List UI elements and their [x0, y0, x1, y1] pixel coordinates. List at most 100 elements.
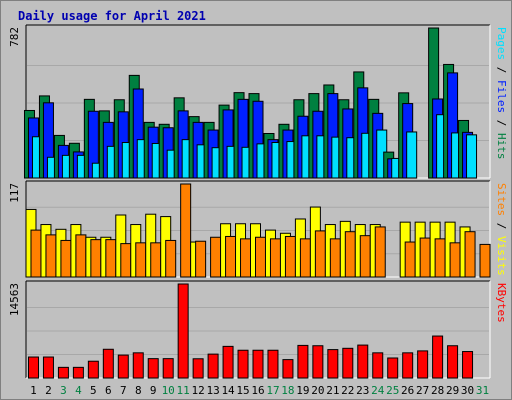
series-legend: Sites / Visits	[495, 183, 508, 276]
bar-kbytes-day-23	[357, 344, 369, 379]
bar-sites-day-10	[165, 239, 177, 278]
bar-kbytes-day-10	[162, 358, 174, 379]
day-label-20: 20	[311, 384, 324, 397]
bar-sites-day-7	[120, 243, 132, 278]
day-label-13: 13	[206, 384, 219, 397]
bar-sites-day-21	[329, 238, 341, 278]
bar-kbytes-day-9	[147, 358, 159, 379]
bar-sites-day-2	[45, 234, 57, 278]
bar-kbytes-day-30	[462, 351, 474, 379]
day-label-1: 1	[30, 384, 37, 397]
day-label-5: 5	[90, 384, 97, 397]
bar-kbytes-day-27	[417, 350, 429, 379]
legend-part: KBytes	[495, 283, 508, 323]
bar-sites-day-1	[30, 229, 42, 278]
day-label-8: 8	[135, 384, 142, 397]
bar-sites-day-22	[344, 231, 356, 278]
day-label-4: 4	[75, 384, 82, 397]
day-label-6: 6	[105, 384, 112, 397]
bar-kbytes-day-4	[72, 366, 84, 379]
bar-kbytes-day-22	[342, 347, 354, 379]
day-labels: 1 2 3 4 5 6 7 8 9 10 11 12 13 14 15 16 17 18 19 20 21 22 23 24 2…	[30, 384, 489, 397]
day-label-11: 11	[177, 384, 190, 397]
bar-kbytes-day-17	[267, 349, 279, 379]
bar-sites-day-20	[314, 230, 326, 278]
bar-kbytes-day-25	[387, 357, 399, 379]
day-label-29: 29	[446, 384, 459, 397]
bar-sites-day-12	[195, 240, 207, 278]
day-label-14: 14	[221, 384, 235, 397]
bar-sites-day-6	[105, 239, 117, 278]
day-label-31: 31	[476, 384, 489, 397]
day-label-18: 18	[281, 384, 294, 397]
bar-sites-day-4	[75, 234, 87, 278]
day-label-7: 7	[120, 384, 127, 397]
legend-part: Sites	[495, 183, 508, 216]
day-label-21: 21	[326, 384, 339, 397]
bar-sites-day-28	[434, 238, 446, 278]
series-legend: Pages / Files / Hits	[495, 27, 508, 160]
bar-sites-day-24	[374, 226, 386, 278]
bar-kbytes-day-24	[372, 352, 384, 379]
bar-kbytes-day-1	[27, 356, 39, 379]
bar-kbytes-day-28	[432, 335, 444, 379]
bar-sites-day-15	[240, 238, 252, 278]
day-label-22: 22	[341, 384, 354, 397]
bar-kbytes-day-5	[87, 360, 99, 379]
bar-sites-day-19	[299, 238, 311, 278]
bar-kbytes-day-19	[297, 344, 309, 379]
day-label-26: 26	[401, 384, 414, 397]
panel-visits-sites: 117 Sites / Visits	[8, 180, 508, 278]
bar-sites-day-16	[255, 236, 266, 278]
legend-part: Files	[495, 80, 508, 113]
bar-kbytes-day-11	[177, 283, 189, 379]
day-label-17: 17	[266, 384, 279, 397]
bar-kbytes-day-21	[327, 349, 339, 379]
legend-part: Pages	[495, 27, 508, 60]
bar-kbytes-day-7	[117, 354, 129, 379]
bar-kbytes-day-8	[132, 352, 144, 379]
bar-kbytes-day-15	[237, 349, 249, 379]
bar-sites-day-26	[404, 241, 416, 278]
bar-pages-day-30	[466, 134, 478, 179]
bar-sites-day-31	[479, 243, 491, 278]
legend-part: /	[495, 216, 508, 236]
series-legend: KBytes	[495, 283, 508, 323]
bar-kbytes-day-29	[447, 345, 459, 379]
bar-kbytes-day-12	[192, 358, 204, 379]
bar-kbytes-day-6	[102, 348, 114, 379]
day-label-10: 10	[162, 384, 175, 397]
y-max-label: 117	[8, 183, 21, 203]
day-label-2: 2	[45, 384, 52, 397]
bar-sites-day-14	[225, 235, 237, 278]
day-label-24: 24	[371, 384, 385, 397]
bar-sites-day-27	[419, 237, 431, 278]
day-label-9: 9	[150, 384, 157, 397]
day-label-28: 28	[431, 384, 444, 397]
day-label-16: 16	[251, 384, 264, 397]
bar-kbytes-day-14	[222, 345, 234, 379]
panel-kbytes: 14563 KBytes	[8, 280, 508, 379]
bar-sites-day-13	[210, 236, 222, 278]
bar-pages-day-26	[406, 131, 418, 179]
bar-sites-day-23	[359, 235, 371, 278]
day-label-25: 25	[386, 384, 399, 397]
bar-kbytes-day-16	[252, 349, 264, 379]
bar-sites-day-30	[464, 231, 476, 278]
bar-sites-day-8	[135, 242, 147, 278]
day-label-30: 30	[461, 384, 474, 397]
bar-kbytes-day-3	[57, 366, 69, 379]
legend-part: /	[495, 60, 508, 80]
day-label-19: 19	[296, 384, 309, 397]
bar-kbytes-day-2	[42, 356, 54, 379]
legend-part: /	[495, 113, 508, 133]
day-label-12: 12	[192, 384, 205, 397]
y-max-label: 14563	[8, 283, 21, 316]
day-label-3: 3	[60, 384, 67, 397]
bar-sites-day-9	[150, 242, 162, 278]
bar-sites-day-11	[180, 183, 192, 278]
day-label-27: 27	[416, 384, 429, 397]
bar-sites-day-3	[60, 239, 72, 278]
day-label-23: 23	[356, 384, 369, 397]
